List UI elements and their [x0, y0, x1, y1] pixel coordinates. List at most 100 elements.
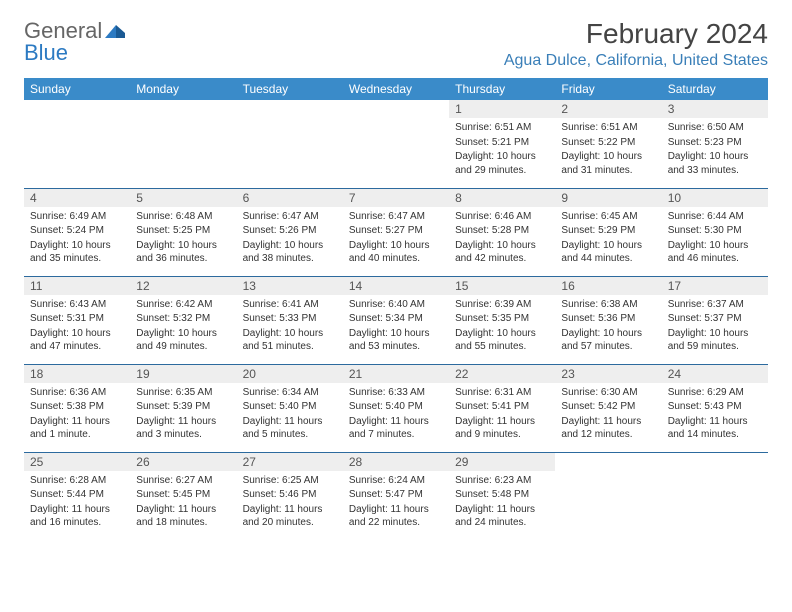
- day-number: 26: [130, 453, 236, 471]
- sunset-line: Sunset: 5:28 PM: [455, 224, 549, 238]
- day-data: Sunrise: 6:40 AMSunset: 5:34 PMDaylight:…: [343, 295, 449, 359]
- daylight-line: Daylight: 10 hours and 31 minutes.: [561, 150, 655, 177]
- day-number: 6: [237, 189, 343, 207]
- sunset-line: Sunset: 5:36 PM: [561, 312, 655, 326]
- daylight-line: Daylight: 10 hours and 42 minutes.: [455, 239, 549, 266]
- daylight-line: Daylight: 10 hours and 46 minutes.: [668, 239, 762, 266]
- sunset-line: Sunset: 5:21 PM: [455, 136, 549, 150]
- daylight-line: Daylight: 10 hours and 59 minutes.: [668, 327, 762, 354]
- daylight-line: Daylight: 10 hours and 40 minutes.: [349, 239, 443, 266]
- sunrise-line: Sunrise: 6:31 AM: [455, 386, 549, 400]
- day-data: Sunrise: 6:51 AMSunset: 5:21 PMDaylight:…: [449, 118, 555, 182]
- sunset-line: Sunset: 5:33 PM: [243, 312, 337, 326]
- sunrise-line: Sunrise: 6:35 AM: [136, 386, 230, 400]
- sunset-line: Sunset: 5:26 PM: [243, 224, 337, 238]
- sunset-line: Sunset: 5:30 PM: [668, 224, 762, 238]
- daylight-line: Daylight: 10 hours and 47 minutes.: [30, 327, 124, 354]
- calendar-day-cell: 22Sunrise: 6:31 AMSunset: 5:41 PMDayligh…: [449, 364, 555, 452]
- sunset-line: Sunset: 5:45 PM: [136, 488, 230, 502]
- day-number: 14: [343, 277, 449, 295]
- calendar-day-cell: 4Sunrise: 6:49 AMSunset: 5:24 PMDaylight…: [24, 188, 130, 276]
- daylight-line: Daylight: 11 hours and 1 minute.: [30, 415, 124, 442]
- calendar-day-cell: 28Sunrise: 6:24 AMSunset: 5:47 PMDayligh…: [343, 452, 449, 540]
- sunrise-line: Sunrise: 6:29 AM: [668, 386, 762, 400]
- sunrise-line: Sunrise: 6:50 AM: [668, 121, 762, 135]
- daylight-line: Daylight: 10 hours and 55 minutes.: [455, 327, 549, 354]
- sunrise-line: Sunrise: 6:37 AM: [668, 298, 762, 312]
- day-data: Sunrise: 6:28 AMSunset: 5:44 PMDaylight:…: [24, 471, 130, 535]
- day-number: 21: [343, 365, 449, 383]
- sunrise-line: Sunrise: 6:40 AM: [349, 298, 443, 312]
- calendar-week-row: 1Sunrise: 6:51 AMSunset: 5:21 PMDaylight…: [24, 100, 768, 188]
- sunset-line: Sunset: 5:37 PM: [668, 312, 762, 326]
- daylight-line: Daylight: 10 hours and 35 minutes.: [30, 239, 124, 266]
- sunset-line: Sunset: 5:47 PM: [349, 488, 443, 502]
- sunrise-line: Sunrise: 6:42 AM: [136, 298, 230, 312]
- sunset-line: Sunset: 5:38 PM: [30, 400, 124, 414]
- calendar-day-cell: [662, 452, 768, 540]
- day-number: 8: [449, 189, 555, 207]
- sunset-line: Sunset: 5:22 PM: [561, 136, 655, 150]
- daylight-line: Daylight: 11 hours and 24 minutes.: [455, 503, 549, 530]
- calendar-day-cell: 23Sunrise: 6:30 AMSunset: 5:42 PMDayligh…: [555, 364, 661, 452]
- calendar-week-row: 11Sunrise: 6:43 AMSunset: 5:31 PMDayligh…: [24, 276, 768, 364]
- sunset-line: Sunset: 5:41 PM: [455, 400, 549, 414]
- day-data: Sunrise: 6:38 AMSunset: 5:36 PMDaylight:…: [555, 295, 661, 359]
- weekday-header: Thursday: [449, 78, 555, 100]
- sunset-line: Sunset: 5:27 PM: [349, 224, 443, 238]
- calendar-day-cell: [24, 100, 130, 188]
- weekday-header: Wednesday: [343, 78, 449, 100]
- sunrise-line: Sunrise: 6:30 AM: [561, 386, 655, 400]
- weekday-header: Friday: [555, 78, 661, 100]
- sunrise-line: Sunrise: 6:51 AM: [455, 121, 549, 135]
- sunset-line: Sunset: 5:32 PM: [136, 312, 230, 326]
- day-data: Sunrise: 6:41 AMSunset: 5:33 PMDaylight:…: [237, 295, 343, 359]
- day-data: Sunrise: 6:47 AMSunset: 5:26 PMDaylight:…: [237, 207, 343, 271]
- calendar-table: Sunday Monday Tuesday Wednesday Thursday…: [24, 78, 768, 540]
- calendar-day-cell: 11Sunrise: 6:43 AMSunset: 5:31 PMDayligh…: [24, 276, 130, 364]
- day-number: 15: [449, 277, 555, 295]
- sunrise-line: Sunrise: 6:49 AM: [30, 210, 124, 224]
- calendar-day-cell: 25Sunrise: 6:28 AMSunset: 5:44 PMDayligh…: [24, 452, 130, 540]
- sunrise-line: Sunrise: 6:45 AM: [561, 210, 655, 224]
- day-data: Sunrise: 6:46 AMSunset: 5:28 PMDaylight:…: [449, 207, 555, 271]
- day-number: 9: [555, 189, 661, 207]
- calendar-day-cell: [130, 100, 236, 188]
- sunset-line: Sunset: 5:31 PM: [30, 312, 124, 326]
- daylight-line: Daylight: 11 hours and 16 minutes.: [30, 503, 124, 530]
- calendar-day-cell: 5Sunrise: 6:48 AMSunset: 5:25 PMDaylight…: [130, 188, 236, 276]
- daylight-line: Daylight: 11 hours and 9 minutes.: [455, 415, 549, 442]
- day-number: 4: [24, 189, 130, 207]
- day-number: 27: [237, 453, 343, 471]
- calendar-day-cell: 9Sunrise: 6:45 AMSunset: 5:29 PMDaylight…: [555, 188, 661, 276]
- sunrise-line: Sunrise: 6:36 AM: [30, 386, 124, 400]
- sunset-line: Sunset: 5:40 PM: [243, 400, 337, 414]
- calendar-week-row: 18Sunrise: 6:36 AMSunset: 5:38 PMDayligh…: [24, 364, 768, 452]
- calendar-day-cell: 3Sunrise: 6:50 AMSunset: 5:23 PMDaylight…: [662, 100, 768, 188]
- day-number: 16: [555, 277, 661, 295]
- daylight-line: Daylight: 10 hours and 44 minutes.: [561, 239, 655, 266]
- sunrise-line: Sunrise: 6:46 AM: [455, 210, 549, 224]
- calendar-day-cell: 2Sunrise: 6:51 AMSunset: 5:22 PMDaylight…: [555, 100, 661, 188]
- day-data: Sunrise: 6:35 AMSunset: 5:39 PMDaylight:…: [130, 383, 236, 447]
- sunrise-line: Sunrise: 6:44 AM: [668, 210, 762, 224]
- daylight-line: Daylight: 11 hours and 22 minutes.: [349, 503, 443, 530]
- day-number: 7: [343, 189, 449, 207]
- calendar-day-cell: [343, 100, 449, 188]
- day-number: 12: [130, 277, 236, 295]
- sunset-line: Sunset: 5:24 PM: [30, 224, 124, 238]
- weekday-header: Saturday: [662, 78, 768, 100]
- day-number: 2: [555, 100, 661, 118]
- sunset-line: Sunset: 5:46 PM: [243, 488, 337, 502]
- day-data: Sunrise: 6:49 AMSunset: 5:24 PMDaylight:…: [24, 207, 130, 271]
- daylight-line: Daylight: 11 hours and 14 minutes.: [668, 415, 762, 442]
- daylight-line: Daylight: 11 hours and 18 minutes.: [136, 503, 230, 530]
- calendar-day-cell: 1Sunrise: 6:51 AMSunset: 5:21 PMDaylight…: [449, 100, 555, 188]
- daylight-line: Daylight: 10 hours and 57 minutes.: [561, 327, 655, 354]
- daylight-line: Daylight: 11 hours and 7 minutes.: [349, 415, 443, 442]
- calendar-day-cell: 18Sunrise: 6:36 AMSunset: 5:38 PMDayligh…: [24, 364, 130, 452]
- daylight-line: Daylight: 10 hours and 53 minutes.: [349, 327, 443, 354]
- sunrise-line: Sunrise: 6:23 AM: [455, 474, 549, 488]
- day-number: 29: [449, 453, 555, 471]
- calendar-day-cell: 14Sunrise: 6:40 AMSunset: 5:34 PMDayligh…: [343, 276, 449, 364]
